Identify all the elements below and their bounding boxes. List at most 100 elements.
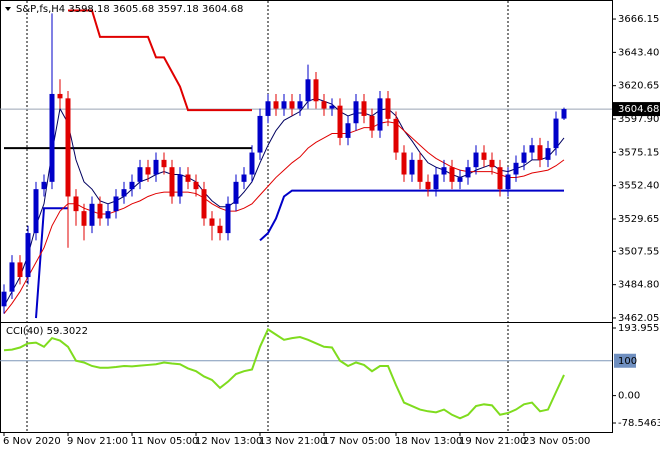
level-box <box>614 353 636 368</box>
candle-body <box>305 79 311 102</box>
candle-body <box>17 262 23 278</box>
candle-body <box>33 189 39 234</box>
candle-body <box>185 174 191 182</box>
y-tick-label: -78.5463 <box>618 418 660 429</box>
candle-body <box>561 109 567 119</box>
candle-body <box>129 181 135 190</box>
candle-body <box>553 118 559 149</box>
candle-body <box>401 152 407 175</box>
candle-body <box>97 203 103 219</box>
candle-body <box>417 159 423 182</box>
candle-body <box>105 211 111 219</box>
candle-body <box>449 167 455 182</box>
indicator-line <box>3 327 565 420</box>
indicator-line <box>259 189 564 242</box>
candle-body <box>201 189 207 219</box>
candle-body <box>289 101 295 109</box>
y-tick-label: 0.00 <box>618 391 640 402</box>
candle-body <box>153 159 159 175</box>
high-value: 3605.68 <box>113 4 154 15</box>
candle-body <box>537 145 543 160</box>
x-tick-label: 11 Nov 05:00 <box>131 436 198 447</box>
y-tick-label: 193.9559 <box>618 323 660 334</box>
candle-body <box>265 101 271 116</box>
candle-body <box>369 115 375 131</box>
y-tick-label: 3643.40 <box>618 47 659 58</box>
candle-body <box>137 167 143 182</box>
candle-body <box>145 167 151 175</box>
candle-body <box>465 167 471 178</box>
candle-body <box>321 101 327 109</box>
candle-body <box>217 225 223 234</box>
y-tick-label: 3666.15 <box>618 14 659 25</box>
x-tick-label: 6 Nov 2020 <box>3 436 61 447</box>
candle-body <box>489 159 495 168</box>
y-tick-label: 3507.55 <box>618 246 659 257</box>
candle-body <box>377 98 383 131</box>
candle-body <box>57 93 63 99</box>
x-tick-label: 23 Nov 05:00 <box>523 436 590 447</box>
x-tick-label: 9 Nov 21:00 <box>67 436 128 447</box>
indicator-line <box>3 121 565 314</box>
indicator-line <box>68 9 252 112</box>
x-tick-label: 12 Nov 13:00 <box>195 436 262 447</box>
candle-body <box>113 196 119 212</box>
y-tick-label: 3575.15 <box>618 147 659 158</box>
frame <box>0 0 613 433</box>
candle-body <box>193 181 199 190</box>
candle-body <box>73 196 79 212</box>
low-value: 3597.18 <box>157 4 198 15</box>
x-tick-label: 17 Nov 05:00 <box>323 436 390 447</box>
y-tick-label: 3484.80 <box>618 280 659 291</box>
candle-body <box>81 211 87 226</box>
candle-body <box>1 291 7 307</box>
x-tick-label: 19 Nov 21:00 <box>459 436 526 447</box>
candle-body <box>65 98 71 197</box>
indicator-name: CCI(40) <box>6 326 44 337</box>
symbol-header: S&P,fs,H4 3598.18 3605.68 3597.18 3604.6… <box>16 4 243 15</box>
candle-body <box>433 174 439 190</box>
y-tick-label: 3529.65 <box>618 214 659 225</box>
candle-body <box>241 174 247 182</box>
indicator-line <box>3 97 565 307</box>
candle-body <box>25 233 31 278</box>
candle-body <box>225 203 231 234</box>
candle-body <box>209 218 215 226</box>
candle-body <box>441 167 447 175</box>
candle-body <box>409 159 415 175</box>
candle-body <box>345 123 351 138</box>
y-tick-label: 3597.90 <box>618 114 659 125</box>
candle-body <box>49 93 55 182</box>
menu-triangle <box>5 7 11 11</box>
candle-body <box>161 159 167 168</box>
candle-body <box>177 174 183 197</box>
candle-body <box>313 79 319 102</box>
candle-body <box>425 181 431 190</box>
x-tick-label: 18 Nov 13:00 <box>395 436 462 447</box>
candle-body <box>169 167 175 197</box>
y-tick-label: 3620.65 <box>618 81 659 92</box>
candle-body <box>281 101 287 109</box>
candle-body <box>521 152 527 163</box>
candle-body <box>385 98 391 119</box>
candle-body <box>329 105 335 109</box>
y-tick-label: 3552.40 <box>618 181 659 192</box>
candle-body <box>481 152 487 160</box>
symbol: S&P,fs,H4 <box>16 4 65 15</box>
candle-body <box>545 148 551 160</box>
indicator-value: 59.3022 <box>47 326 88 337</box>
candle-body <box>497 167 503 190</box>
candle-body <box>513 162 519 175</box>
candle-body <box>273 101 279 109</box>
price-tag: 3604.68 <box>618 104 659 115</box>
x-tick-label: 13 Nov 21:00 <box>259 436 326 447</box>
indicator-header: CCI(40) 59.3022 <box>6 326 88 337</box>
price-tag-box <box>612 102 660 117</box>
candle-body <box>353 101 359 124</box>
level-label: 100 <box>618 356 637 367</box>
y-tick-label: 3462.05 <box>618 313 659 324</box>
candle-body <box>505 174 511 190</box>
